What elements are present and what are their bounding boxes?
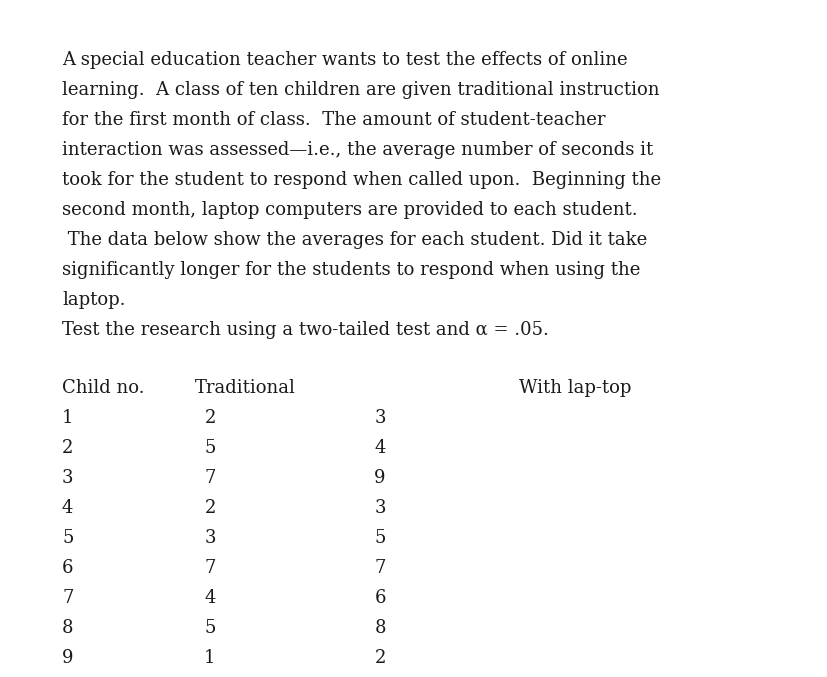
- Text: 3: 3: [374, 499, 385, 517]
- Text: 6: 6: [374, 589, 385, 607]
- Text: 2: 2: [204, 409, 215, 427]
- Text: 2: 2: [62, 439, 74, 457]
- Text: 3: 3: [204, 529, 216, 547]
- Text: A special education teacher wants to test the effects of online: A special education teacher wants to tes…: [62, 51, 627, 69]
- Text: 6: 6: [62, 559, 74, 577]
- Text: 2: 2: [204, 499, 215, 517]
- Text: Test the research using a two-tailed test and α = .05.: Test the research using a two-tailed tes…: [62, 321, 548, 339]
- Text: second month, laptop computers are provided to each student.: second month, laptop computers are provi…: [62, 201, 637, 219]
- Text: 5: 5: [204, 439, 215, 457]
- Text: for the first month of class.  The amount of student-teacher: for the first month of class. The amount…: [62, 111, 605, 129]
- Text: learning.  A class of ten children are given traditional instruction: learning. A class of ten children are gi…: [62, 81, 658, 99]
- Text: interaction was assessed—i.e., the average number of seconds it: interaction was assessed—i.e., the avera…: [62, 141, 653, 159]
- Text: 8: 8: [62, 619, 74, 637]
- Text: 5: 5: [204, 619, 215, 637]
- Text: laptop.: laptop.: [62, 291, 126, 309]
- Text: Child no.: Child no.: [62, 379, 145, 397]
- Text: 7: 7: [374, 559, 385, 577]
- Text: 8: 8: [374, 619, 385, 637]
- Text: 7: 7: [204, 559, 215, 577]
- Text: 4: 4: [374, 439, 385, 457]
- Text: 3: 3: [374, 409, 385, 427]
- Text: 7: 7: [204, 469, 215, 487]
- Text: significantly longer for the students to respond when using the: significantly longer for the students to…: [62, 261, 639, 279]
- Text: 5: 5: [62, 529, 74, 547]
- Text: 9: 9: [62, 649, 74, 667]
- Text: 3: 3: [62, 469, 74, 487]
- Text: 5: 5: [374, 529, 385, 547]
- Text: 2: 2: [374, 649, 385, 667]
- Text: 7: 7: [62, 589, 74, 607]
- Text: 4: 4: [62, 499, 74, 517]
- Text: 4: 4: [204, 589, 215, 607]
- Text: Traditional: Traditional: [194, 379, 295, 397]
- Text: 1: 1: [204, 649, 216, 667]
- Text: 1: 1: [62, 409, 74, 427]
- Text: took for the student to respond when called upon.  Beginning the: took for the student to respond when cal…: [62, 171, 660, 189]
- Text: With lap-top: With lap-top: [519, 379, 630, 397]
- Text: 9: 9: [374, 469, 385, 487]
- Text: The data below show the averages for each student. Did it take: The data below show the averages for eac…: [62, 231, 647, 249]
